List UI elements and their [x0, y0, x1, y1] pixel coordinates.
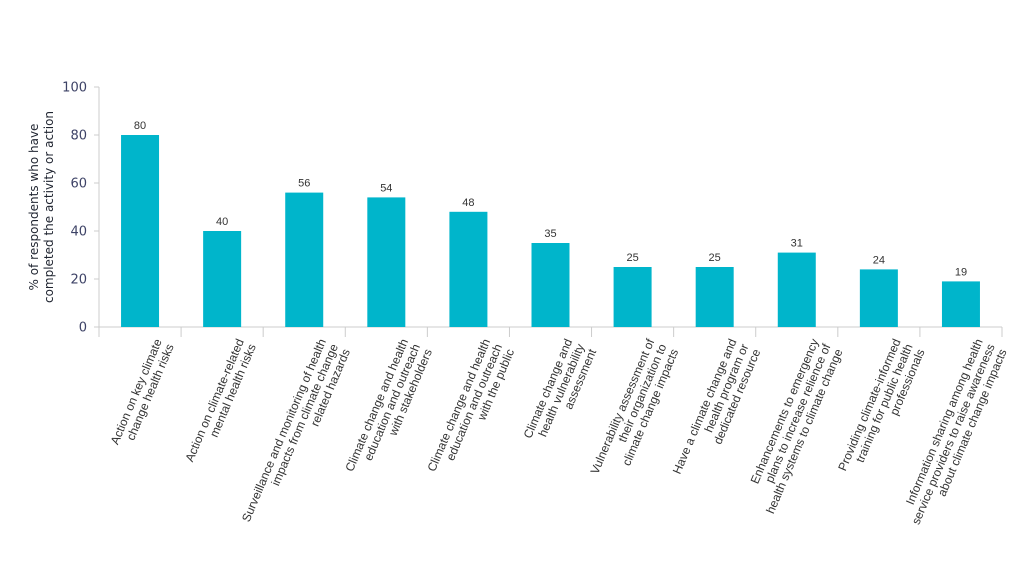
bar [367, 197, 406, 327]
bar [121, 135, 160, 327]
bar [449, 211, 488, 327]
bars: 80 40 56 54 48 35 25 25 31 24 19 [121, 120, 980, 327]
bar-value-label: 80 [134, 120, 146, 132]
x-axis [94, 326, 1003, 337]
bar-value-label: 25 [709, 252, 721, 264]
bar-value-label: 19 [955, 266, 967, 278]
svg-text:Surveillance and monitoring of: Surveillance and monitoring of health [239, 337, 329, 524]
bar [941, 281, 980, 327]
bar-value-label: 35 [544, 228, 556, 240]
bar [613, 267, 652, 327]
bar [203, 231, 242, 327]
bar-value-label: 48 [462, 197, 474, 209]
y-tick-label: 20 [70, 273, 87, 288]
y-label-line: completed the activity or action [42, 111, 56, 303]
x-category-label: Surveillance and monitoring of healthimp… [239, 337, 353, 524]
bar-value-label: 25 [626, 252, 638, 264]
svg-text:Action on climate-related: Action on climate-related [182, 337, 246, 464]
bar [695, 267, 734, 327]
y-tick-label: 40 [70, 225, 87, 240]
y-tick-label: 80 [70, 129, 87, 144]
bar-value-label: 24 [873, 254, 885, 266]
bar-value-label: 54 [380, 182, 392, 194]
bar [859, 269, 898, 327]
bar-value-label: 40 [216, 216, 228, 228]
y-axis: 0 20 40 60 80 100 [62, 81, 100, 336]
y-tick-label: 0 [79, 321, 87, 336]
bar-value-label: 56 [298, 178, 310, 190]
y-axis-label: % of respondents who have completed the a… [27, 111, 56, 303]
bar-value-label: 31 [791, 238, 803, 250]
y-tick-label: 60 [70, 177, 87, 192]
y-label-line: % of respondents who have [27, 124, 41, 291]
bar [285, 192, 324, 327]
svg-text:service providers to raise awa: service providers to raise awareness [909, 342, 998, 527]
bar [531, 243, 570, 327]
y-tick-label: 100 [62, 81, 87, 96]
bar [777, 252, 816, 327]
